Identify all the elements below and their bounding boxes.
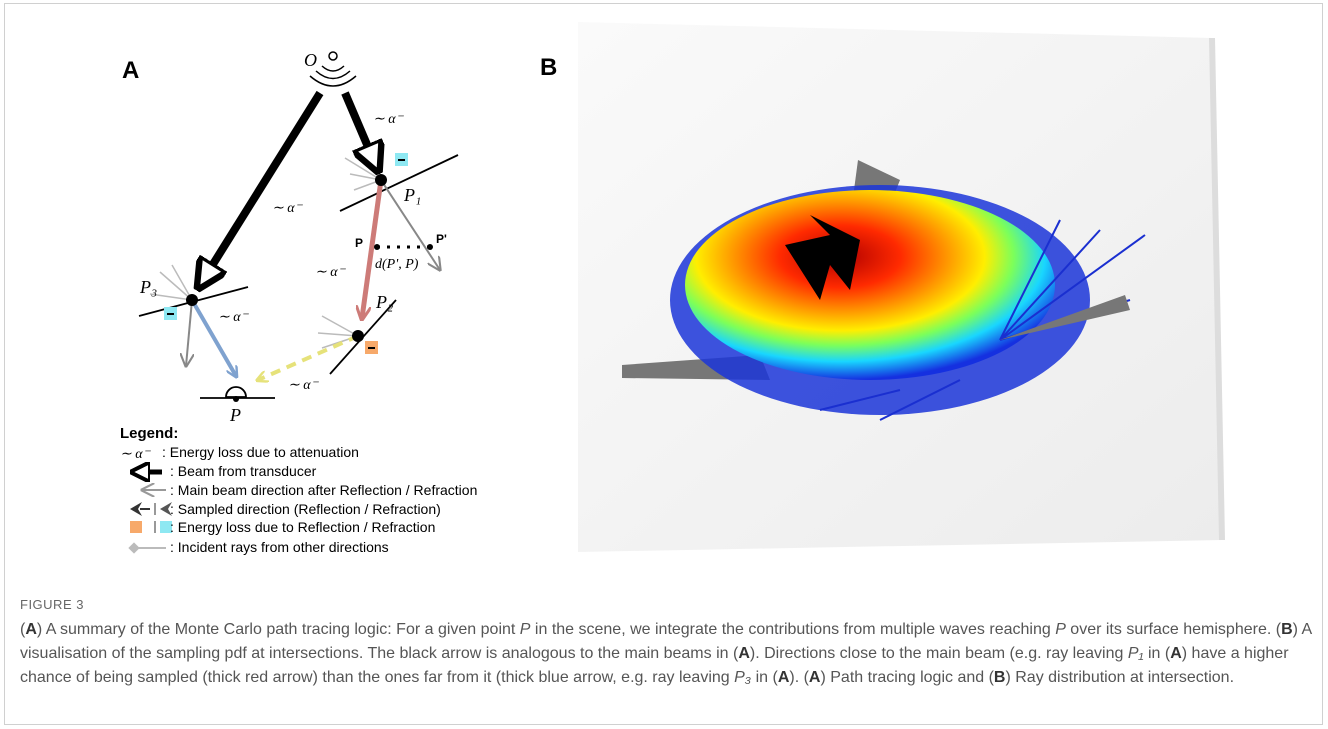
- legend-text: : Main beam direction after Reflection /…: [170, 482, 477, 498]
- figure: A O P₁ P₂ P₃ P P P' d(P', P) ∼ α⁻ ∼ α⁻ ∼…: [120, 22, 1225, 555]
- caption-text: ) A summary of the Monte Carlo path trac…: [36, 621, 520, 638]
- caption-text: over its surface hemisphere. (: [1065, 621, 1282, 638]
- distance-label: d(P', P): [375, 257, 419, 272]
- attenuation-label: ∼ α⁻: [315, 265, 347, 280]
- caption-symbol: P: [1055, 621, 1066, 638]
- main-direction: [380, 179, 440, 270]
- legend-text: : Sampled direction (Reflection / Refrac…: [170, 501, 441, 517]
- caption-ref: B: [993, 669, 1006, 686]
- point-label: P₃: [139, 277, 157, 297]
- caption-text: (: [20, 621, 26, 638]
- origin-label: O: [304, 50, 317, 70]
- panel-label: B: [540, 54, 557, 81]
- main-direction: [186, 299, 192, 366]
- caption-ref: A: [808, 669, 821, 686]
- intersection: [186, 294, 198, 306]
- point-label: P: [355, 236, 363, 250]
- caption-text: ). Directions close to the main beam (e.…: [749, 645, 1128, 662]
- caption-text: ) have a higher chance of being sampled …: [20, 645, 1289, 686]
- intersection: [375, 174, 387, 186]
- legend-symbol: ∼ α⁻: [120, 447, 152, 462]
- ray-distribution-render: [622, 160, 1146, 421]
- attenuation-label: ∼ α⁻: [288, 378, 320, 393]
- legend-symbol: [160, 502, 172, 516]
- caption-text: in (: [751, 669, 778, 686]
- receiver-dot: [233, 396, 239, 402]
- legend-text: : Incident rays from other directions: [170, 539, 389, 555]
- caption-text: ). (: [789, 669, 809, 686]
- caption-symbol: P₃: [734, 669, 752, 686]
- figure-frame: [4, 3, 1323, 725]
- caption-ref: A: [777, 669, 790, 686]
- legend-symbol: [160, 521, 172, 533]
- sampled-ray: [362, 179, 384, 318]
- attenuation-label: ∼ α⁻: [373, 112, 405, 127]
- caption-symbol: P: [519, 621, 531, 638]
- point: [427, 244, 433, 250]
- panel-label: A: [122, 57, 139, 84]
- caption: (A) A summary of the Monte Carlo path tr…: [20, 618, 1315, 690]
- transducer-icon: [309, 51, 357, 87]
- figure-label: FIGURE 3: [20, 597, 84, 612]
- beam: [341, 91, 377, 168]
- caption-text: in the scene, we integrate the contribut…: [530, 621, 1056, 638]
- caption-symbol: P₁: [1127, 645, 1144, 662]
- intersection: [352, 330, 364, 342]
- caption-text: in (: [1143, 645, 1171, 662]
- legend-text: : Energy loss due to attenuation: [162, 444, 359, 460]
- caption-ref: B: [1281, 621, 1293, 638]
- caption-text: ) A visualisation of the sampling pdf at…: [20, 621, 1312, 662]
- attenuation-label: ∼ α⁻: [218, 310, 250, 325]
- legend-symbol: [130, 502, 142, 516]
- beam: [200, 90, 324, 285]
- point-label: P₂: [375, 292, 393, 312]
- receiver: [225, 386, 247, 398]
- legend-symbol: [130, 521, 142, 533]
- caption-ref: A: [25, 621, 37, 638]
- point: [374, 244, 380, 250]
- caption-text: ) Ray distribution at intersection.: [1005, 669, 1235, 686]
- caption-ref: A: [1170, 645, 1182, 662]
- point-label: P₁: [403, 185, 421, 205]
- caption-text: ) Path tracing logic and (: [820, 669, 994, 686]
- legend-title: Legend:: [120, 425, 178, 442]
- legend-text: : Beam from transducer: [170, 463, 317, 479]
- point-label: P': [436, 232, 447, 246]
- caption-ref: A: [738, 645, 750, 662]
- point-label: P: [229, 405, 241, 425]
- legend-text: : Energy loss due to Reflection / Refrac…: [170, 519, 435, 535]
- sampled-ray: [190, 298, 236, 376]
- sampled-ray: [258, 334, 359, 380]
- attenuation-label: ∼ α⁻: [272, 201, 304, 216]
